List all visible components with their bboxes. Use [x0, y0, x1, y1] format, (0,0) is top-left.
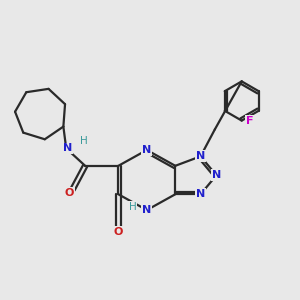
Text: N: N: [63, 143, 72, 153]
Text: N: N: [142, 205, 152, 215]
Text: F: F: [246, 116, 253, 126]
Text: H: H: [80, 136, 88, 146]
Text: N: N: [142, 145, 152, 155]
Text: N: N: [212, 170, 221, 180]
Text: N: N: [196, 151, 205, 161]
Text: N: N: [196, 189, 205, 199]
Text: O: O: [65, 188, 74, 198]
Text: O: O: [114, 227, 123, 237]
Text: H: H: [129, 202, 136, 212]
